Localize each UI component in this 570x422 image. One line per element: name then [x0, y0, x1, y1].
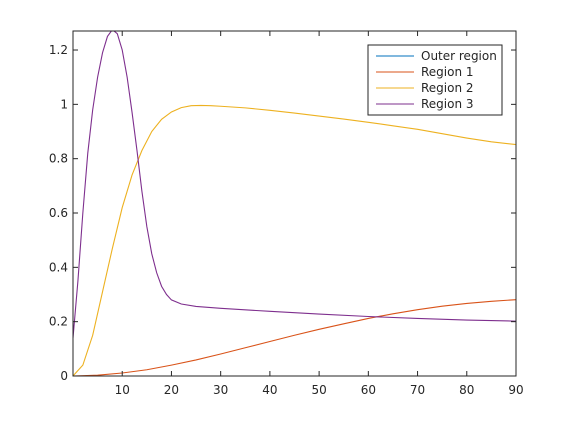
series-line-region-2 [73, 104, 516, 376]
y-tick-label: 0.4 [49, 260, 68, 274]
y-tick-label: 0.6 [49, 206, 68, 220]
y-tick-label: 0.8 [49, 152, 68, 166]
series-line-region-1 [73, 299, 516, 376]
x-axis-ticks: 10 20 30 40 50 60 70 80 90 [115, 31, 524, 397]
legend-box [367, 44, 503, 116]
legend-label: Region 3 [421, 97, 474, 111]
y-tick-label: 0.2 [49, 315, 68, 329]
legend-label: Region 2 [421, 81, 474, 95]
x-tick-label: 60 [361, 383, 376, 397]
chart-legend: Outer region Region 1 Region 2 Region 3 [367, 44, 503, 116]
series-line-region-3 [73, 31, 516, 339]
x-tick-label: 40 [262, 383, 277, 397]
series-layer [73, 31, 516, 376]
x-tick-label: 30 [213, 383, 228, 397]
y-tick-label: 1 [60, 97, 68, 111]
y-tick-label: 0 [60, 369, 68, 383]
y-tick-label: 1.2 [49, 43, 68, 57]
legend-label: Outer region [421, 49, 497, 63]
plot-axes-box [72, 30, 517, 377]
x-tick-label: 10 [115, 383, 130, 397]
x-tick-label: 50 [311, 383, 326, 397]
y-axis-ticks: 0 0.2 0.4 0.6 0.8 1 1.2 [49, 43, 516, 383]
x-tick-label: 80 [459, 383, 474, 397]
x-tick-label: 90 [508, 383, 523, 397]
x-tick-label: 20 [164, 383, 179, 397]
legend-label: Region 1 [421, 65, 474, 79]
x-tick-label: 70 [410, 383, 425, 397]
